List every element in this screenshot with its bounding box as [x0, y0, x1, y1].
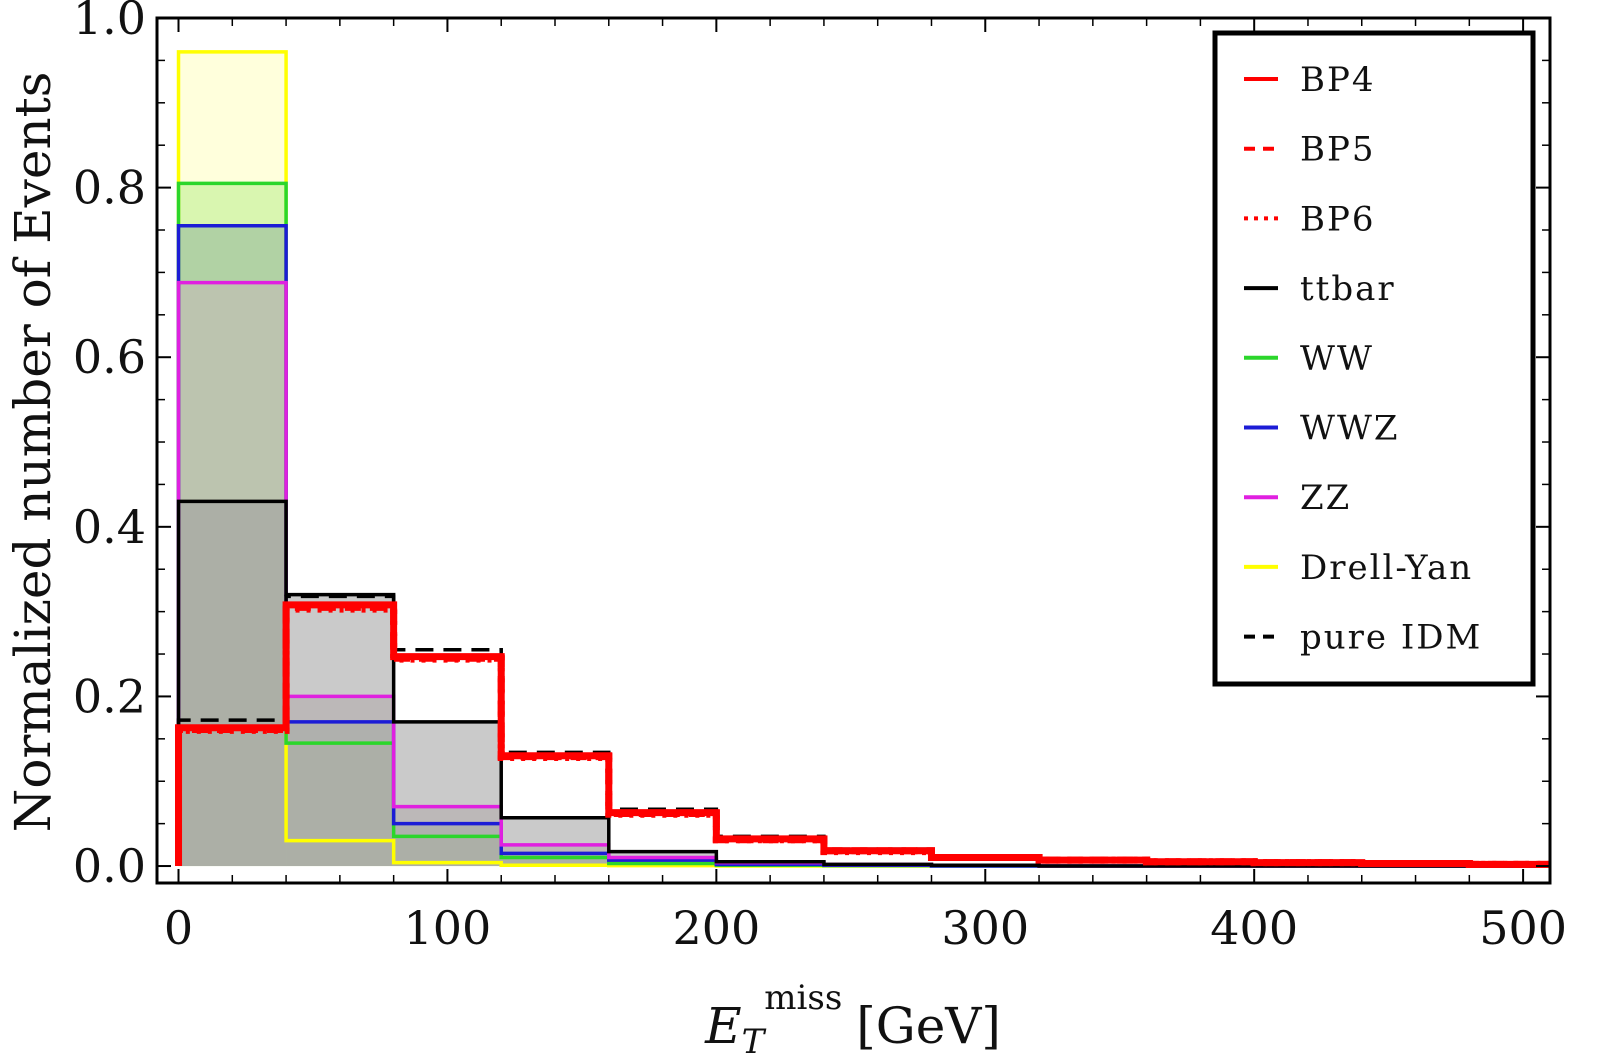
legend-item-pure-idm: pure IDM: [1244, 618, 1482, 658]
y-tick-label: 1.0: [73, 0, 146, 45]
y-axis-title: Normalized number of Events: [4, 72, 62, 833]
legend-label-ww: WW: [1300, 339, 1374, 379]
x-tick-label: 500: [1479, 901, 1567, 955]
x-tick-label: 100: [404, 901, 492, 955]
x-axis-superscript: miss: [764, 978, 842, 1018]
legend-label-bp4: BP4: [1300, 60, 1376, 100]
plot-frame: [155, 16, 1552, 885]
x-axis-subscript: T: [742, 1022, 767, 1057]
axis-ticks: 0 100 200 300 400 500 0.0 0.2 0.4 0.6 0.8 1.0: [73, 0, 1567, 955]
fill-ttbar-bin-1: [286, 594, 394, 867]
legend-item-bp4: BP4: [1244, 60, 1376, 100]
legend-label-pure-idm: pure IDM: [1300, 618, 1482, 658]
legend-label-wwz: WWZ: [1300, 409, 1400, 449]
legend: BP4 BP5 BP6 ttbar WW WWZ ZZ Drell-Yan pure IDM: [1212, 30, 1536, 687]
histogram-fills: [178, 51, 1040, 867]
legend-label-drell-yan: Drell-Yan: [1300, 548, 1473, 588]
legend-items: BP4 BP5 BP6 ttbar WW WWZ ZZ Drell-Yan pure IDM: [1244, 60, 1482, 658]
legend-label-ttbar: ttbar: [1300, 269, 1396, 309]
y-tick-label: 0.0: [73, 839, 146, 893]
x-axis-title: ETmiss [GeV]: [704, 978, 1001, 1057]
y-tick-label: 0.8: [73, 161, 146, 215]
x-tick-label: 400: [1210, 901, 1298, 955]
legend-item-bp6: BP6: [1244, 199, 1376, 239]
line-bp6: [175, 605, 1550, 868]
x-tick-label: 0: [164, 901, 193, 955]
histogram-outlines: [175, 50, 1550, 868]
legend-item-bp5: BP5: [1244, 130, 1376, 170]
y-tick-label: 0.6: [73, 330, 146, 384]
x-tick-label: 200: [672, 901, 760, 955]
legend-item-zz: ZZ: [1244, 478, 1351, 518]
legend-item-wwz: WWZ: [1244, 409, 1400, 449]
y-tick-label: 0.2: [73, 669, 146, 723]
legend-label-bp6: BP6: [1300, 199, 1376, 239]
x-axis-unit: [GeV]: [856, 997, 1001, 1055]
legend-item-drell-yan: Drell-Yan: [1244, 548, 1473, 588]
x-axis-symbol: E: [704, 997, 742, 1055]
y-tick-label: 0.4: [73, 500, 146, 554]
fill-ttbar-bin-2: [393, 721, 502, 867]
legend-item-ww: WW: [1244, 339, 1374, 379]
x-tick-label: 300: [941, 901, 1029, 955]
fill-ttbar-bin-0: [178, 501, 287, 867]
legend-item-ttbar: ttbar: [1244, 269, 1396, 309]
legend-label-zz: ZZ: [1300, 478, 1351, 518]
legend-label-bp5: BP5: [1300, 130, 1376, 170]
